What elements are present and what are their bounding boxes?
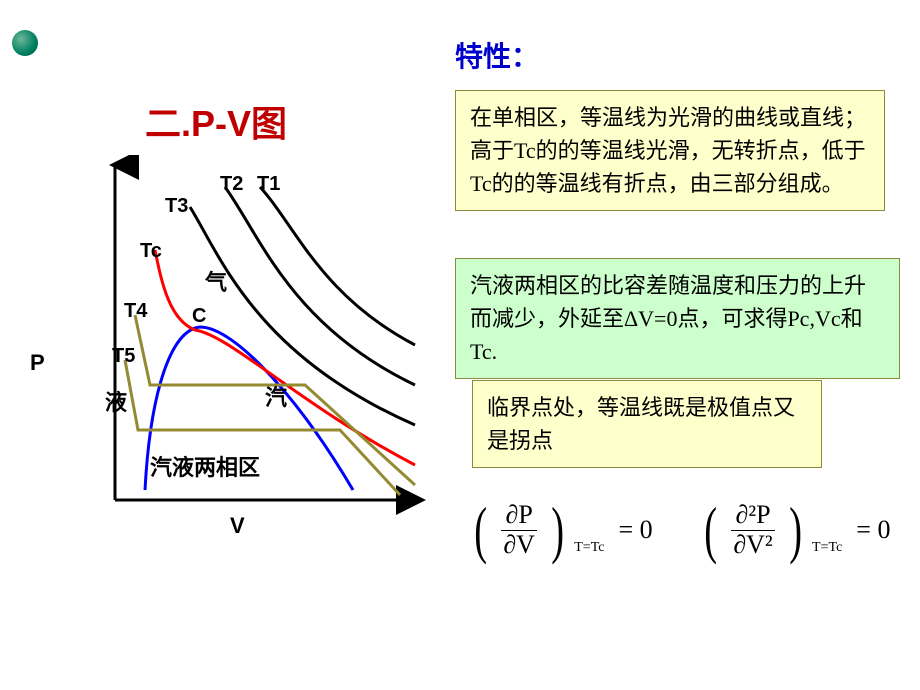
label-t5: T5 — [112, 345, 135, 368]
label-two-phase: 汽液两相区 — [150, 450, 260, 482]
characteristics-heading: 特性： — [455, 35, 539, 75]
note-box-1: 在单相区，等温线为光滑的曲线或直线；高于Tc的的等温线光滑，无转折点，低于Tc的… — [455, 90, 885, 211]
fraction-1: ∂P ∂V — [499, 501, 539, 559]
eq1-numerator: ∂P — [501, 501, 536, 531]
rparen-icon: ) — [551, 500, 564, 560]
equation-1: ( ∂P ∂V ) T=Tc = 0 — [470, 500, 653, 560]
eq1-subscript: T=Tc — [574, 540, 604, 556]
pv-diagram: P V T1 T2 T3 Tc T4 T5 C 气 汽 液 汽液两相区 — [20, 155, 440, 555]
label-vapor: 汽 — [265, 380, 287, 412]
eq2-denominator: ∂V² — [729, 531, 776, 560]
isotherm-t3 — [190, 207, 415, 425]
label-t2: T2 — [220, 173, 243, 196]
p-axis-label: P — [30, 350, 45, 376]
v-axis-label: V — [230, 513, 245, 539]
slide-title: 二.P-V图 — [145, 95, 287, 147]
label-t1: T1 — [257, 173, 280, 196]
label-tc: Tc — [140, 240, 162, 263]
slide-bullet — [12, 30, 38, 56]
lparen-icon: ( — [474, 500, 487, 560]
eq2-subscript: T=Tc — [812, 540, 842, 556]
note-box-3: 临界点处，等温线既是极值点又是拐点 — [472, 380, 822, 468]
pv-svg — [20, 155, 440, 555]
equation-2: ( ∂²P ∂V² ) T=Tc = 0 — [700, 500, 890, 560]
eq1-rhs: = 0 — [619, 515, 653, 545]
note-box-2: 汽液两相区的比容差随温度和压力的上升而减少，外延至ΔV=0点，可求得Pc,Vc和… — [455, 258, 900, 379]
eq1-denominator: ∂V — [499, 531, 539, 560]
isotherm-t2 — [225, 187, 415, 385]
label-liquid: 液 — [105, 385, 127, 417]
eq2-rhs: = 0 — [856, 515, 890, 545]
label-t4: T4 — [124, 300, 147, 323]
rparen-icon: ) — [789, 500, 802, 560]
label-critical-point: C — [192, 305, 206, 328]
eq2-numerator: ∂²P — [731, 501, 774, 531]
lparen-icon: ( — [704, 500, 717, 560]
isotherm-t1 — [260, 187, 415, 345]
label-t3: T3 — [165, 195, 188, 218]
label-gas: 气 — [205, 265, 227, 297]
fraction-2: ∂²P ∂V² — [729, 501, 776, 559]
